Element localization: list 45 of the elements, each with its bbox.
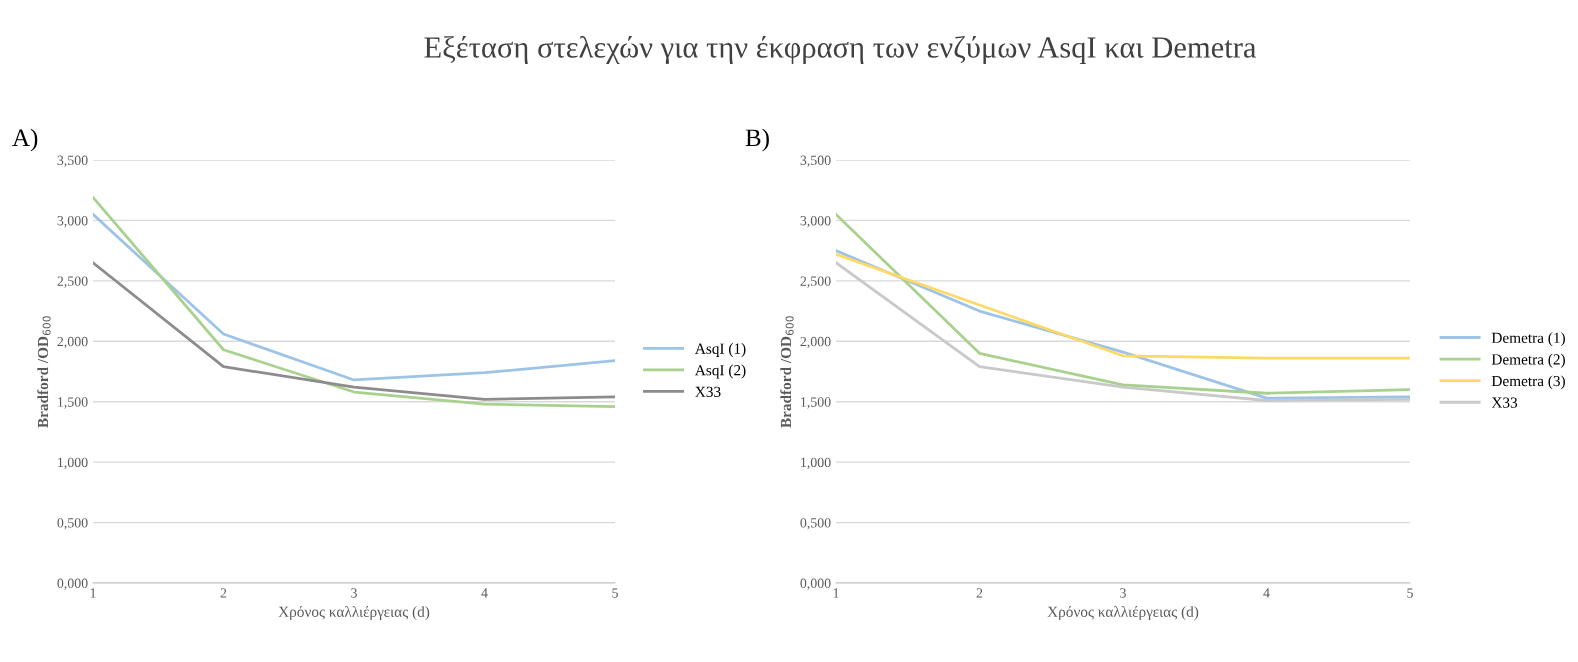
y-tick-label: 1,000 bbox=[58, 457, 88, 470]
x-tick-label: 2 bbox=[220, 588, 227, 598]
y-tick-label: 0,500 bbox=[800, 518, 831, 530]
x-tick-label: 1 bbox=[833, 588, 839, 598]
text: Εξέταση στελεχών για την έκφραση των ενζύμων AsqI και Demetra bbox=[424, 35, 1257, 65]
legend-label: AsqI (1) bbox=[694, 343, 746, 357]
legend-label: AsqI (2) bbox=[694, 364, 746, 379]
line-series bbox=[93, 261, 615, 401]
x-tick-label: 4 bbox=[481, 588, 488, 598]
y-tick-label: 3,500 bbox=[57, 155, 88, 167]
x-axis-title: Χρόνος καλλιέργειας (d) bbox=[1047, 606, 1199, 621]
legend-label: Demetra (3) bbox=[1491, 375, 1565, 390]
y-tick-label: 2,500 bbox=[57, 276, 88, 288]
x-axis-title: Χρόνος καλλιέργειας (d) bbox=[278, 606, 430, 621]
line-series bbox=[93, 213, 615, 382]
x-tick-label: 2 bbox=[976, 588, 983, 598]
x-tick-label: 4 bbox=[1263, 588, 1270, 598]
legend-label: X33 bbox=[1491, 397, 1518, 408]
line-series bbox=[93, 196, 615, 408]
x-tick-label: 5 bbox=[612, 588, 618, 598]
legend-label: X33 bbox=[695, 386, 721, 397]
line-series bbox=[836, 213, 1410, 395]
y-tick-label: 0,000 bbox=[57, 578, 88, 590]
y-tick-label: 1,500 bbox=[801, 397, 831, 409]
y-tick-label: 2,000 bbox=[800, 336, 831, 349]
y-tick-label: 3,000 bbox=[800, 216, 831, 228]
x-tick-label: 3 bbox=[351, 588, 357, 598]
y-tick-label: 3,500 bbox=[800, 155, 831, 167]
legend-label: Demetra (1) bbox=[1491, 332, 1565, 347]
x-tick-label: 1 bbox=[90, 588, 96, 598]
y-tick-label: 2,000 bbox=[57, 336, 88, 349]
x-tick-label: 5 bbox=[1407, 588, 1413, 598]
y-tick-label: 0,000 bbox=[800, 578, 831, 590]
legend-label: Demetra (2) bbox=[1491, 353, 1565, 368]
y-axis-title: Bradford /OD$_{600}$ bbox=[37, 316, 51, 428]
y-tick-label: 0,500 bbox=[57, 518, 88, 530]
y-tick-label: 3,000 bbox=[57, 216, 88, 228]
y-axis-title: Bradford /OD$_{600}$ bbox=[780, 316, 794, 428]
text: B) bbox=[745, 128, 769, 152]
line-series bbox=[836, 252, 1410, 360]
y-tick-label: 2,500 bbox=[800, 276, 831, 288]
y-tick-label: 1,500 bbox=[58, 397, 88, 409]
y-tick-label: 1,000 bbox=[801, 457, 831, 470]
text: A) bbox=[12, 128, 38, 152]
x-tick-label: 3 bbox=[1120, 588, 1126, 598]
